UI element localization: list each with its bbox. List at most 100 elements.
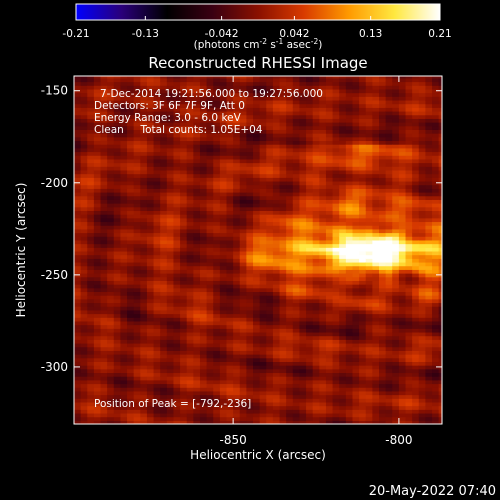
- heatmap-cell: [266, 313, 274, 318]
- heatmap-cell: [239, 354, 247, 359]
- heatmap-cell: [100, 76, 108, 79]
- heatmap-cell: [219, 217, 228, 223]
- heatmap-cell: [74, 195, 82, 200]
- heatmap-cell: [418, 394, 427, 399]
- heatmap-cell: [292, 276, 301, 281]
- heatmap-cell: [226, 125, 234, 130]
- heatmap-cell: [272, 77, 281, 83]
- heatmap-cell: [226, 107, 234, 112]
- heatmap-cell: [219, 122, 228, 127]
- heatmap-cell: [186, 276, 194, 281]
- heatmap-cell: [166, 232, 175, 237]
- heatmap-cell: [272, 107, 281, 112]
- heatmap-cell: [246, 110, 254, 116]
- heatmap-cell: [113, 350, 122, 355]
- heatmap-cell: [153, 151, 161, 156]
- heatmap-cell: [325, 250, 334, 256]
- heatmap-cell: [359, 284, 367, 289]
- heatmap-cell: [259, 92, 267, 97]
- heatmap-cell: [266, 379, 274, 385]
- heatmap-cell: [140, 140, 148, 145]
- heatmap-cell: [226, 228, 234, 234]
- heatmap-cell: [299, 409, 307, 414]
- heatmap-cell: [312, 387, 320, 392]
- heatmap-cell: [359, 195, 367, 200]
- heatmap-cell: [226, 280, 234, 285]
- heatmap-cell: [186, 357, 194, 362]
- heatmap-cell: [199, 88, 208, 94]
- heatmap-cell: [226, 188, 234, 193]
- heatmap-cell: [93, 166, 102, 171]
- heatmap-cell: [153, 254, 161, 259]
- heatmap-cell: [279, 206, 287, 212]
- heatmap-cell: [153, 158, 161, 164]
- heatmap-cell: [87, 210, 95, 215]
- heatmap-cell: [193, 173, 201, 178]
- heatmap-cell: [226, 136, 234, 142]
- heatmap-cell: [332, 247, 340, 252]
- heatmap-cell: [93, 129, 102, 134]
- heatmap-cell: [398, 210, 407, 215]
- heatmap-cell: [319, 387, 327, 392]
- heatmap-cell: [365, 173, 373, 178]
- heatmap-cell: [392, 346, 400, 351]
- heatmap-cell: [365, 368, 373, 374]
- heatmap-cell: [233, 140, 241, 145]
- heatmap-cell: [392, 361, 400, 366]
- heatmap-cell: [292, 258, 301, 263]
- heatmap-cell: [153, 88, 161, 94]
- heatmap-cell: [133, 409, 141, 414]
- heatmap-cell: [193, 177, 201, 182]
- heatmap-cell: [325, 155, 334, 160]
- heatmap-cell: [405, 376, 413, 381]
- heatmap-cell: [140, 328, 148, 333]
- heatmap-cell: [418, 376, 427, 381]
- heatmap-cell: [74, 122, 82, 127]
- heatmap-cell: [233, 298, 241, 304]
- heatmap-cell: [74, 76, 82, 79]
- heatmap-cell: [279, 291, 287, 296]
- heatmap-cell: [153, 99, 161, 105]
- heatmap-cell: [325, 261, 334, 267]
- heatmap-cell: [100, 361, 108, 366]
- heatmap-cell: [339, 354, 347, 359]
- heatmap-cell: [332, 217, 340, 223]
- heatmap-cell: [180, 147, 188, 153]
- heatmap-cell: [173, 81, 181, 86]
- heatmap-cell: [80, 99, 88, 105]
- heatmap-cell: [385, 239, 393, 245]
- heatmap-cell: [127, 96, 135, 101]
- heatmap-cell: [226, 184, 234, 189]
- heatmap-cell: [226, 203, 234, 208]
- heatmap-cell: [405, 398, 413, 403]
- heatmap-cell: [352, 81, 360, 86]
- heatmap-cell: [100, 409, 108, 414]
- heatmap-cell: [372, 269, 380, 274]
- heatmap-cell: [352, 298, 360, 304]
- heatmap-cell: [299, 247, 307, 252]
- heatmap-cell: [306, 103, 314, 108]
- heatmap-cell: [93, 81, 102, 86]
- heatmap-cell: [166, 88, 175, 94]
- heatmap-cell: [239, 339, 247, 344]
- heatmap-cell: [233, 361, 241, 366]
- heatmap-cell: [398, 232, 407, 237]
- heatmap-cell: [253, 232, 261, 237]
- heatmap-cell: [359, 354, 367, 359]
- heatmap-cell: [372, 379, 380, 385]
- heatmap-cell: [332, 331, 340, 337]
- heatmap-cell: [272, 140, 281, 145]
- heatmap-cell: [372, 354, 380, 359]
- heatmap-cell: [272, 136, 281, 142]
- heatmap-cell: [186, 107, 194, 112]
- heatmap-cell: [246, 99, 254, 105]
- heatmap-cell: [279, 276, 287, 281]
- heatmap-cell: [219, 390, 228, 396]
- heatmap-cell: [160, 295, 168, 300]
- heatmap-cell: [146, 261, 155, 267]
- heatmap-cell: [365, 210, 373, 215]
- heatmap-cell: [279, 92, 287, 97]
- heatmap-cell: [87, 280, 95, 285]
- heatmap-cell: [418, 335, 427, 340]
- heatmap-cell: [379, 147, 387, 153]
